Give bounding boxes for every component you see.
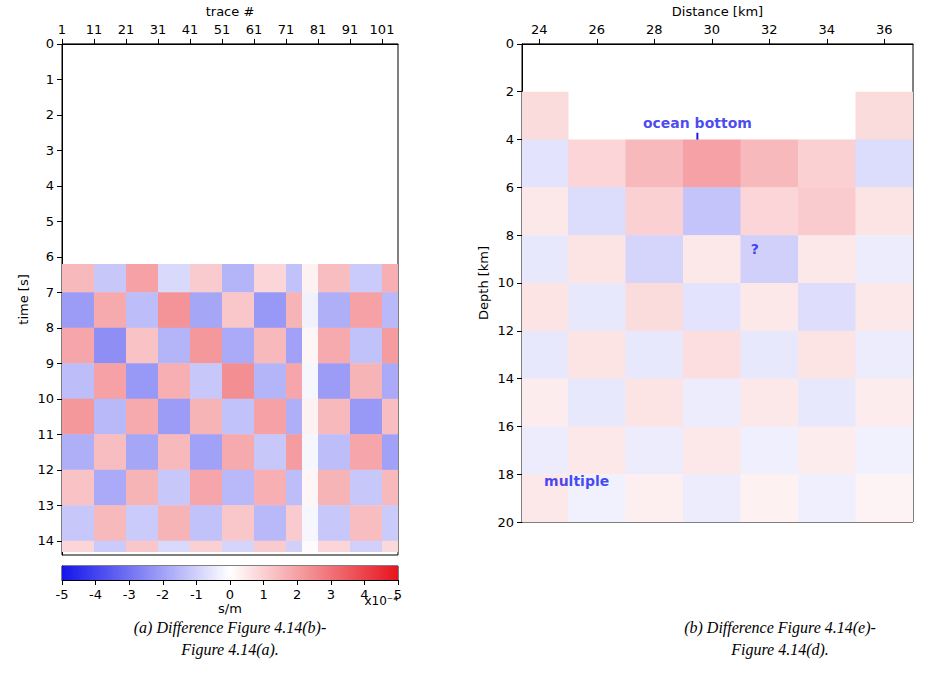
svg-text:5: 5 [394,587,402,602]
svg-text:12: 12 [497,323,514,338]
svg-text:8: 8 [506,228,514,243]
svg-text:36: 36 [876,22,893,37]
svg-text:11: 11 [37,427,54,442]
svg-text:Depth [km]: Depth [km] [476,246,491,320]
svg-text:7: 7 [46,285,54,300]
svg-text:1: 1 [58,22,66,37]
svg-text:91: 91 [342,22,359,37]
svg-text:28: 28 [646,22,663,37]
svg-text:12: 12 [37,462,54,477]
svg-text:6: 6 [506,180,514,195]
svg-text:11: 11 [86,22,103,37]
svg-text:16: 16 [497,419,514,434]
svg-text:Distance [km]: Distance [km] [672,4,763,19]
svg-text:81: 81 [310,22,327,37]
svg-text:(a) Difference Figure 4.14(b)-: (a) Difference Figure 4.14(b)- [134,619,327,637]
svg-text:time [s]: time [s] [16,274,31,324]
svg-text:4: 4 [360,587,368,602]
svg-text:2: 2 [293,587,301,602]
svg-text:101: 101 [370,22,395,37]
svg-text:0: 0 [46,36,54,51]
svg-text:x10⁻⁴: x10⁻⁴ [364,594,398,608]
svg-text:?: ? [751,241,759,257]
svg-text:0: 0 [506,36,514,51]
svg-text:30: 30 [703,22,720,37]
svg-text:10: 10 [37,391,54,406]
svg-text:13: 13 [37,498,54,513]
svg-text:4: 4 [506,132,514,147]
svg-text:6: 6 [46,249,54,264]
svg-text:-4: -4 [89,587,102,602]
svg-text:0: 0 [226,587,234,602]
svg-text:8: 8 [46,320,54,335]
svg-text:s/m: s/m [218,601,242,616]
svg-text:-2: -2 [156,587,169,602]
svg-text:71: 71 [278,22,295,37]
svg-text:2: 2 [46,107,54,122]
svg-text:34: 34 [818,22,835,37]
svg-text:(b) Difference Figure 4.14(e)-: (b) Difference Figure 4.14(e)- [684,619,876,637]
svg-text:10: 10 [497,275,514,290]
svg-text:61: 61 [246,22,263,37]
svg-text:Figure 4.14(a).: Figure 4.14(a). [180,641,279,659]
svg-text:24: 24 [531,22,548,37]
svg-text:-1: -1 [190,587,203,602]
svg-text:2: 2 [506,84,514,99]
svg-text:1: 1 [259,587,267,602]
svg-text:multiple: multiple [544,473,609,489]
svg-text:5: 5 [46,214,54,229]
svg-text:14: 14 [497,371,514,386]
svg-text:Figure 4.14(d).: Figure 4.14(d). [730,641,829,659]
svg-text:21: 21 [118,22,135,37]
svg-text:14: 14 [37,533,54,548]
svg-text:1: 1 [46,72,54,87]
svg-text:26: 26 [588,22,605,37]
svg-text:trace #: trace # [206,4,255,19]
svg-text:3: 3 [46,143,54,158]
svg-text:4: 4 [46,178,54,193]
svg-text:9: 9 [46,356,54,371]
svg-text:32: 32 [761,22,778,37]
svg-text:41: 41 [182,22,199,37]
svg-text:31: 31 [150,22,167,37]
svg-text:20: 20 [497,515,514,530]
svg-text:51: 51 [214,22,231,37]
svg-text:-5: -5 [56,587,69,602]
svg-text:18: 18 [497,467,514,482]
svg-text:-3: -3 [123,587,136,602]
svg-text:3: 3 [327,587,335,602]
svg-text:ocean bottom: ocean bottom [643,115,752,131]
